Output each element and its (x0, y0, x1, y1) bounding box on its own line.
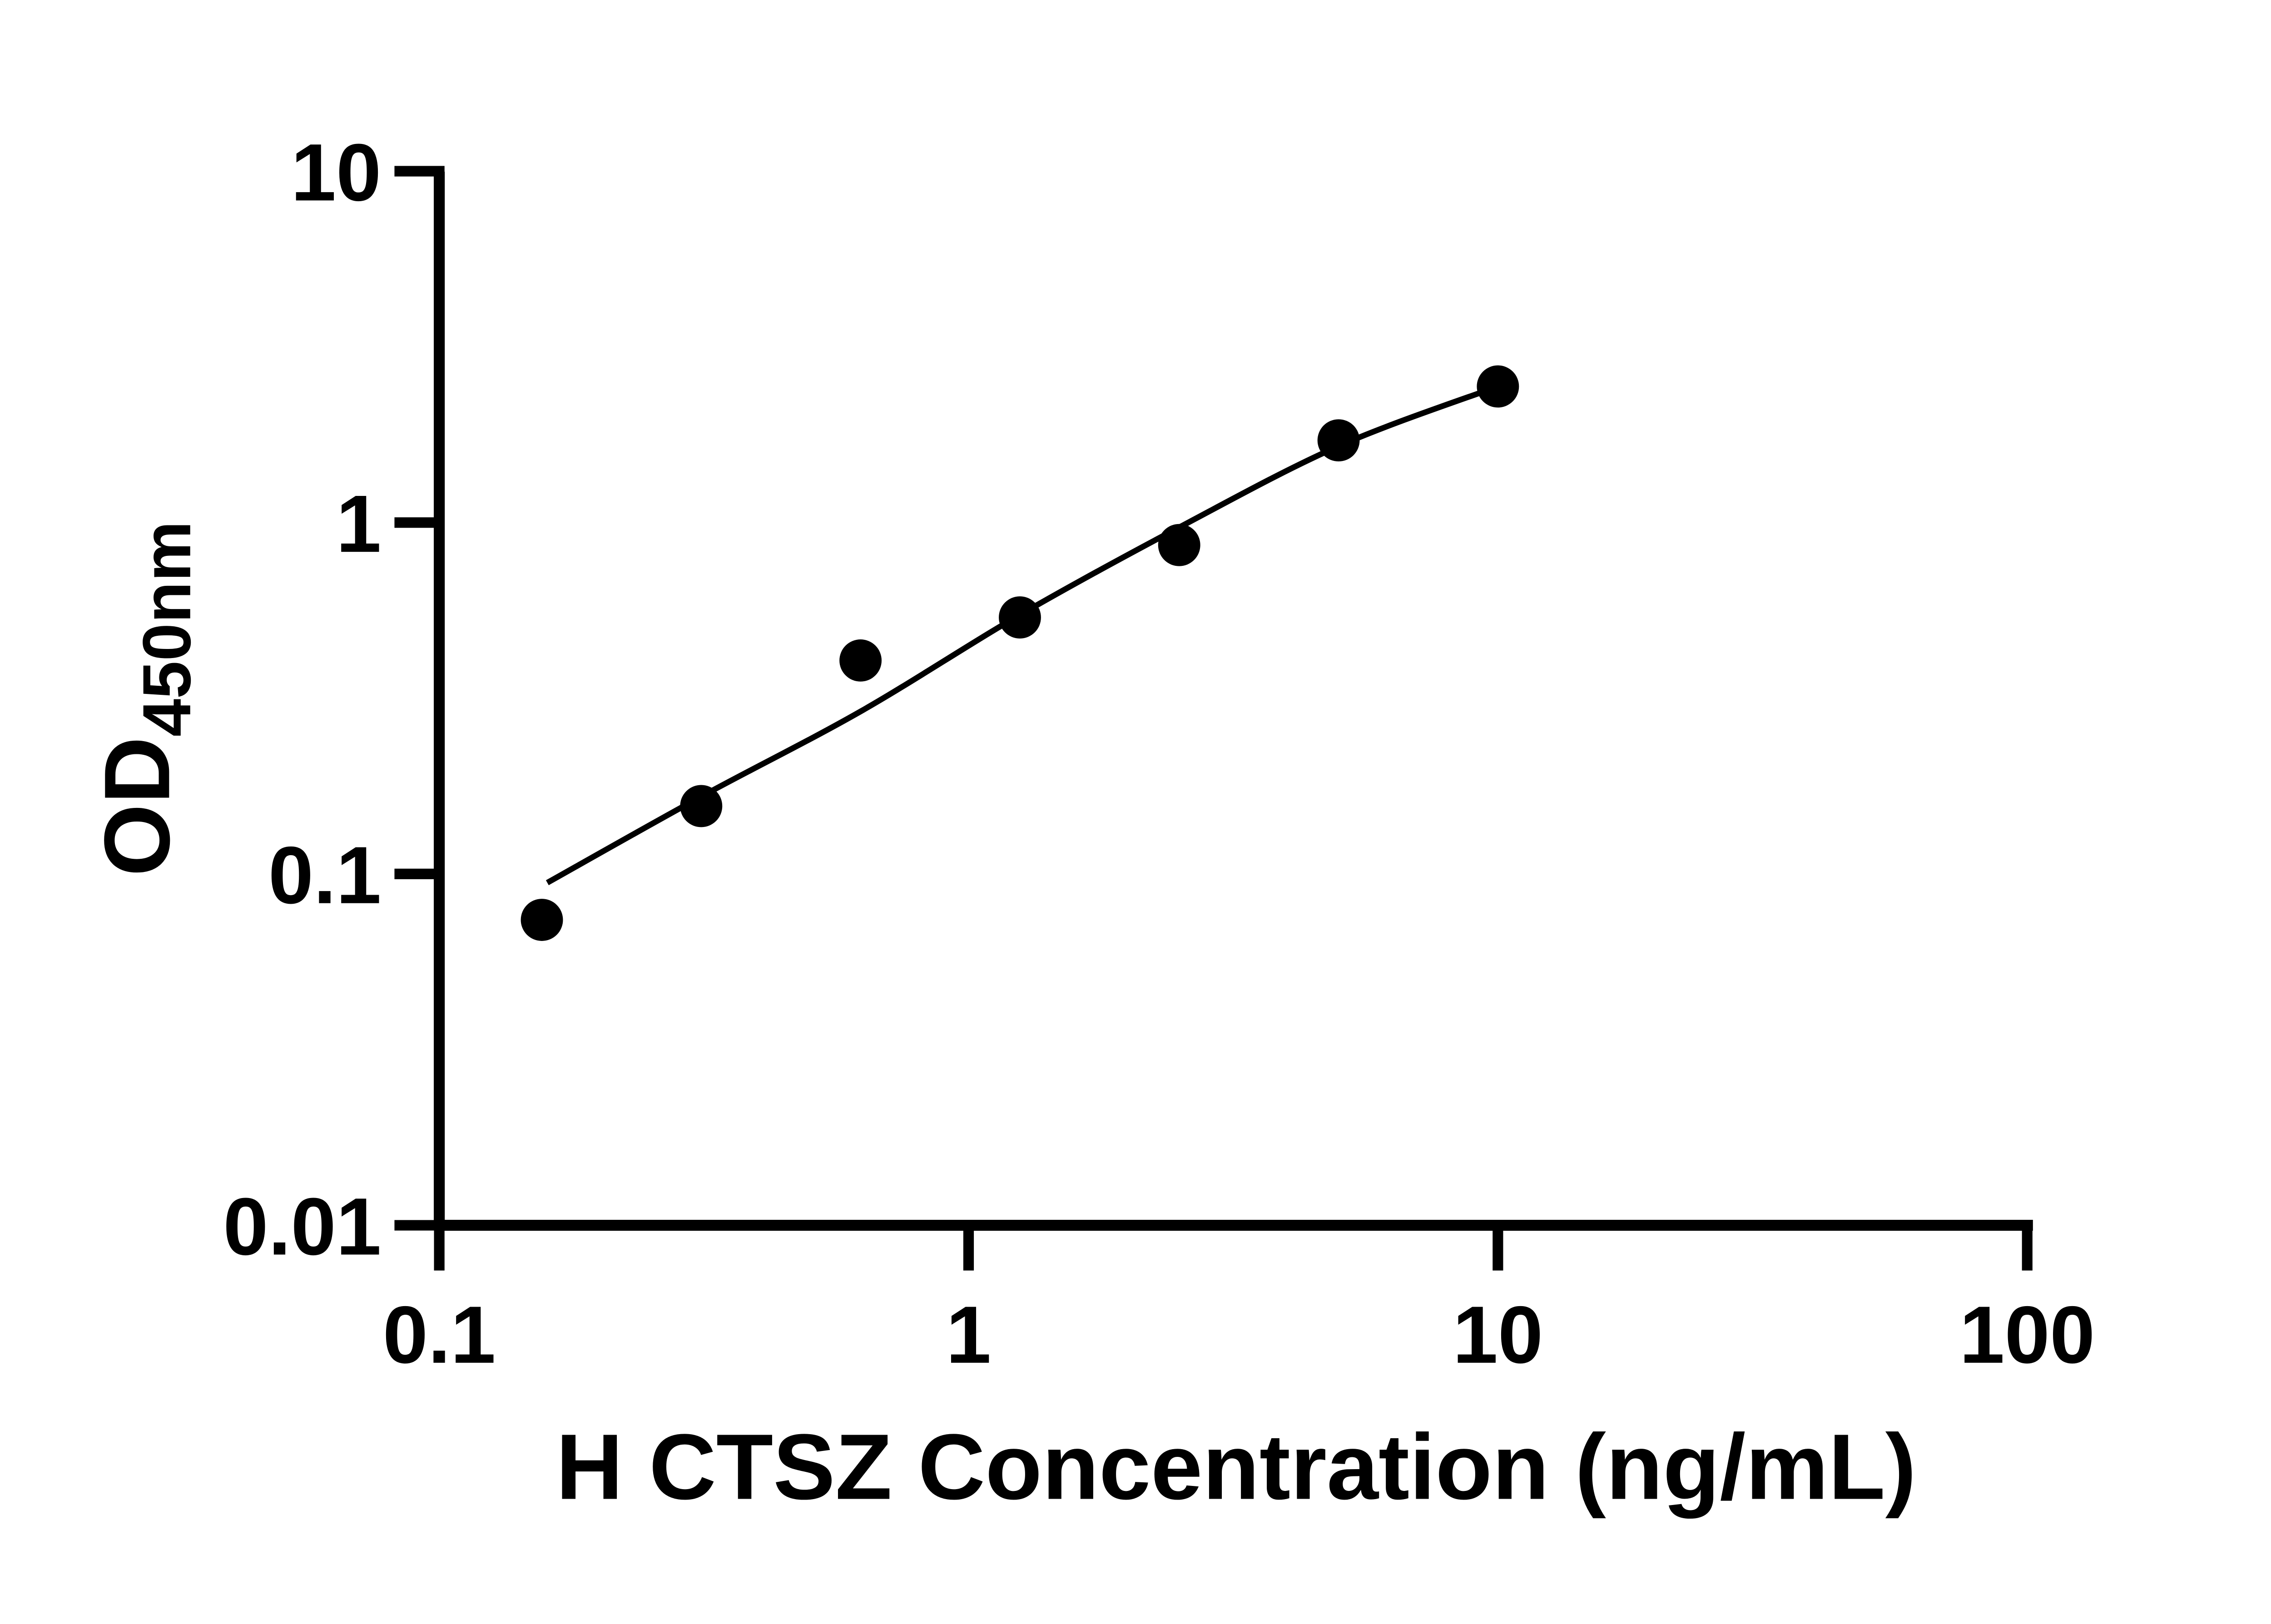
data-point-marker (680, 785, 723, 827)
x-tick-label: 10 (1453, 1289, 1543, 1380)
data-point-marker (1317, 419, 1360, 462)
data-point-marker (1158, 524, 1200, 566)
y-tick-label: 0.01 (223, 1181, 381, 1272)
data-point-marker (839, 639, 882, 682)
y-tick-label: 0.1 (268, 830, 382, 921)
y-tick-label: 1 (336, 478, 382, 569)
data-point-marker (521, 899, 563, 941)
y-axis-title-subscript: 450nm (129, 521, 205, 737)
x-axis-title: H CTSZ Concentration (ng/mL) (556, 1415, 1916, 1519)
x-tick-label: 100 (1959, 1289, 2095, 1380)
data-point-marker (999, 596, 1041, 639)
y-tick-label: 10 (291, 127, 381, 218)
y-axis-title: OD450nm (85, 521, 204, 876)
x-tick-label: 0.1 (383, 1289, 496, 1380)
data-point-marker (1477, 365, 1519, 408)
x-tick-label: 1 (946, 1289, 992, 1380)
y-axis-title-main: OD (85, 737, 189, 876)
